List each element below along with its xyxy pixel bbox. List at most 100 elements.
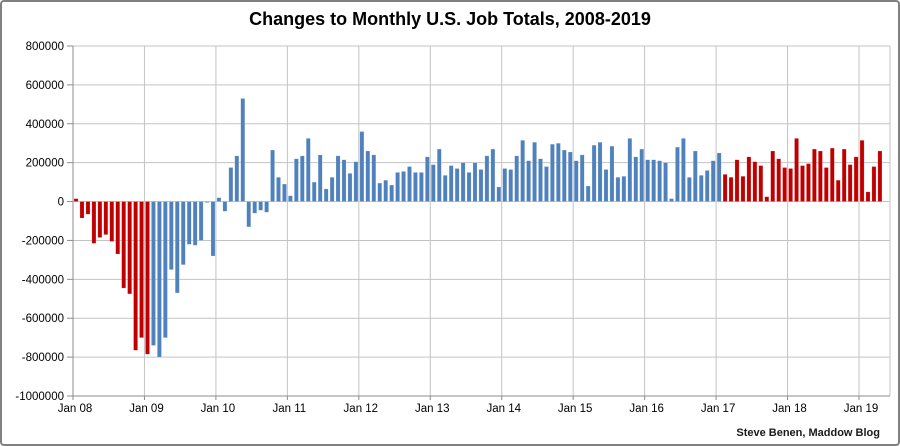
bar-Jun-13 <box>460 162 466 202</box>
bar-Jan-18 <box>788 168 793 202</box>
bar-Jun-10 <box>246 201 252 228</box>
x-axis-label: Jan 18 <box>772 403 807 415</box>
bar-Jan-12 <box>359 131 365 202</box>
bar-Sep-16 <box>693 150 698 202</box>
bar-Jan-09 <box>145 201 150 355</box>
bar-Nov-11 <box>347 173 353 202</box>
bar-Mar-12 <box>371 154 377 202</box>
bar-Feb-13 <box>436 148 442 202</box>
bar-Jun-08 <box>103 201 109 235</box>
y-axis-label: 400000 <box>26 119 64 131</box>
bar-Feb-18 <box>794 138 799 202</box>
bar-Sep-08 <box>121 201 126 289</box>
bar-Aug-17 <box>758 165 764 202</box>
bar-May-08 <box>97 201 103 238</box>
bar-Sep-09 <box>192 201 198 246</box>
y-axis-label: -1000000 <box>15 391 64 403</box>
bar-Oct-12 <box>413 172 418 202</box>
bar-Oct-08 <box>127 201 132 295</box>
bar-Jan-08 <box>73 198 79 202</box>
x-axis-label: Jan 15 <box>558 403 593 415</box>
bar-Jan-13 <box>431 164 436 202</box>
bar-Dec-12 <box>425 156 430 202</box>
bar-Mar-10 <box>228 167 234 202</box>
bar-Feb-08 <box>79 201 85 219</box>
bar-Jul-12 <box>395 172 400 202</box>
bar-May-17 <box>740 176 746 202</box>
bar-Mar-17 <box>728 177 734 202</box>
x-axis-label: Jan 10 <box>201 403 236 415</box>
bar-Apr-15 <box>591 144 597 202</box>
bar-Aug-14 <box>544 166 549 202</box>
bar-Dec-15 <box>639 148 645 202</box>
bar-Mar-13 <box>442 175 448 202</box>
bar-Jul-11 <box>323 188 329 202</box>
bar-Nov-13 <box>490 148 496 202</box>
bar-Jul-16 <box>681 138 686 202</box>
bar-Oct-18 <box>841 148 847 202</box>
bar-Jun-16 <box>675 146 680 202</box>
bar-Mar-16 <box>657 160 662 202</box>
bar-Jun-12 <box>389 184 394 202</box>
bar-May-12 <box>383 179 388 202</box>
source-attribution: Steve Benen, Maddow Blog <box>736 427 880 439</box>
bar-Feb-10 <box>222 201 228 212</box>
bar-Oct-13 <box>484 155 490 202</box>
bar-Jan-14 <box>502 168 508 202</box>
bar-Aug-08 <box>115 201 121 255</box>
chart-title: Changes to Monthly U.S. Job Totals, 2008… <box>249 9 651 29</box>
bar-Dec-16 <box>710 160 716 202</box>
bar-Mar-08 <box>85 201 91 215</box>
bar-Oct-14 <box>556 142 561 202</box>
y-axis-label: 200000 <box>26 158 64 170</box>
x-axis-label: Jan 11 <box>273 403 307 415</box>
bar-Mar-14 <box>514 155 519 202</box>
bar-Feb-12 <box>365 150 371 202</box>
bar-Aug-13 <box>472 162 478 202</box>
bar-Nov-09 <box>204 201 210 203</box>
bar-Nov-15 <box>633 156 639 202</box>
bar-Apr-11 <box>305 138 311 202</box>
bar-Sep-11 <box>335 155 341 202</box>
bar-Apr-19 <box>877 150 883 202</box>
y-axis-label: 600000 <box>26 80 64 92</box>
bar-Jul-17 <box>752 161 758 202</box>
bar-Apr-12 <box>377 182 383 202</box>
bar-Mar-11 <box>300 155 305 202</box>
bar-Sep-17 <box>764 196 770 202</box>
bar-Oct-09 <box>198 201 204 241</box>
bar-Mar-09 <box>157 201 162 358</box>
bar-Dec-09 <box>210 201 216 257</box>
bar-Aug-16 <box>687 177 692 202</box>
bar-Feb-11 <box>294 158 299 202</box>
x-axis-label: Jan 13 <box>415 403 450 415</box>
bar-Jul-18 <box>824 167 829 202</box>
bar-Sep-18 <box>835 179 841 202</box>
bar-Jun-15 <box>603 169 609 202</box>
bar-Jun-09 <box>174 201 180 294</box>
bar-May-11 <box>311 181 317 202</box>
bar-Oct-10 <box>270 149 275 202</box>
x-axis-label: Jan 12 <box>344 403 379 415</box>
bar-Feb-19 <box>865 191 871 202</box>
bar-Aug-15 <box>615 177 621 202</box>
bar-Feb-15 <box>579 154 585 202</box>
bar-Aug-18 <box>829 147 835 202</box>
bar-Apr-14 <box>520 140 525 202</box>
bar-Jan-16 <box>645 159 650 202</box>
bar-Sep-12 <box>407 166 412 202</box>
x-axis-label: Jan 17 <box>701 403 736 415</box>
bar-Sep-15 <box>621 176 627 202</box>
bar-May-15 <box>597 142 603 202</box>
bar-Sep-13 <box>478 169 484 202</box>
y-axis-label: -600000 <box>22 313 64 325</box>
bar-Nov-14 <box>562 149 567 202</box>
bar-Jul-15 <box>609 145 615 202</box>
bar-Dec-18 <box>853 156 859 202</box>
bar-Apr-16 <box>663 162 668 202</box>
bar-Apr-10 <box>234 155 240 202</box>
bar-Jun-11 <box>317 154 323 202</box>
bar-Apr-17 <box>734 159 740 202</box>
